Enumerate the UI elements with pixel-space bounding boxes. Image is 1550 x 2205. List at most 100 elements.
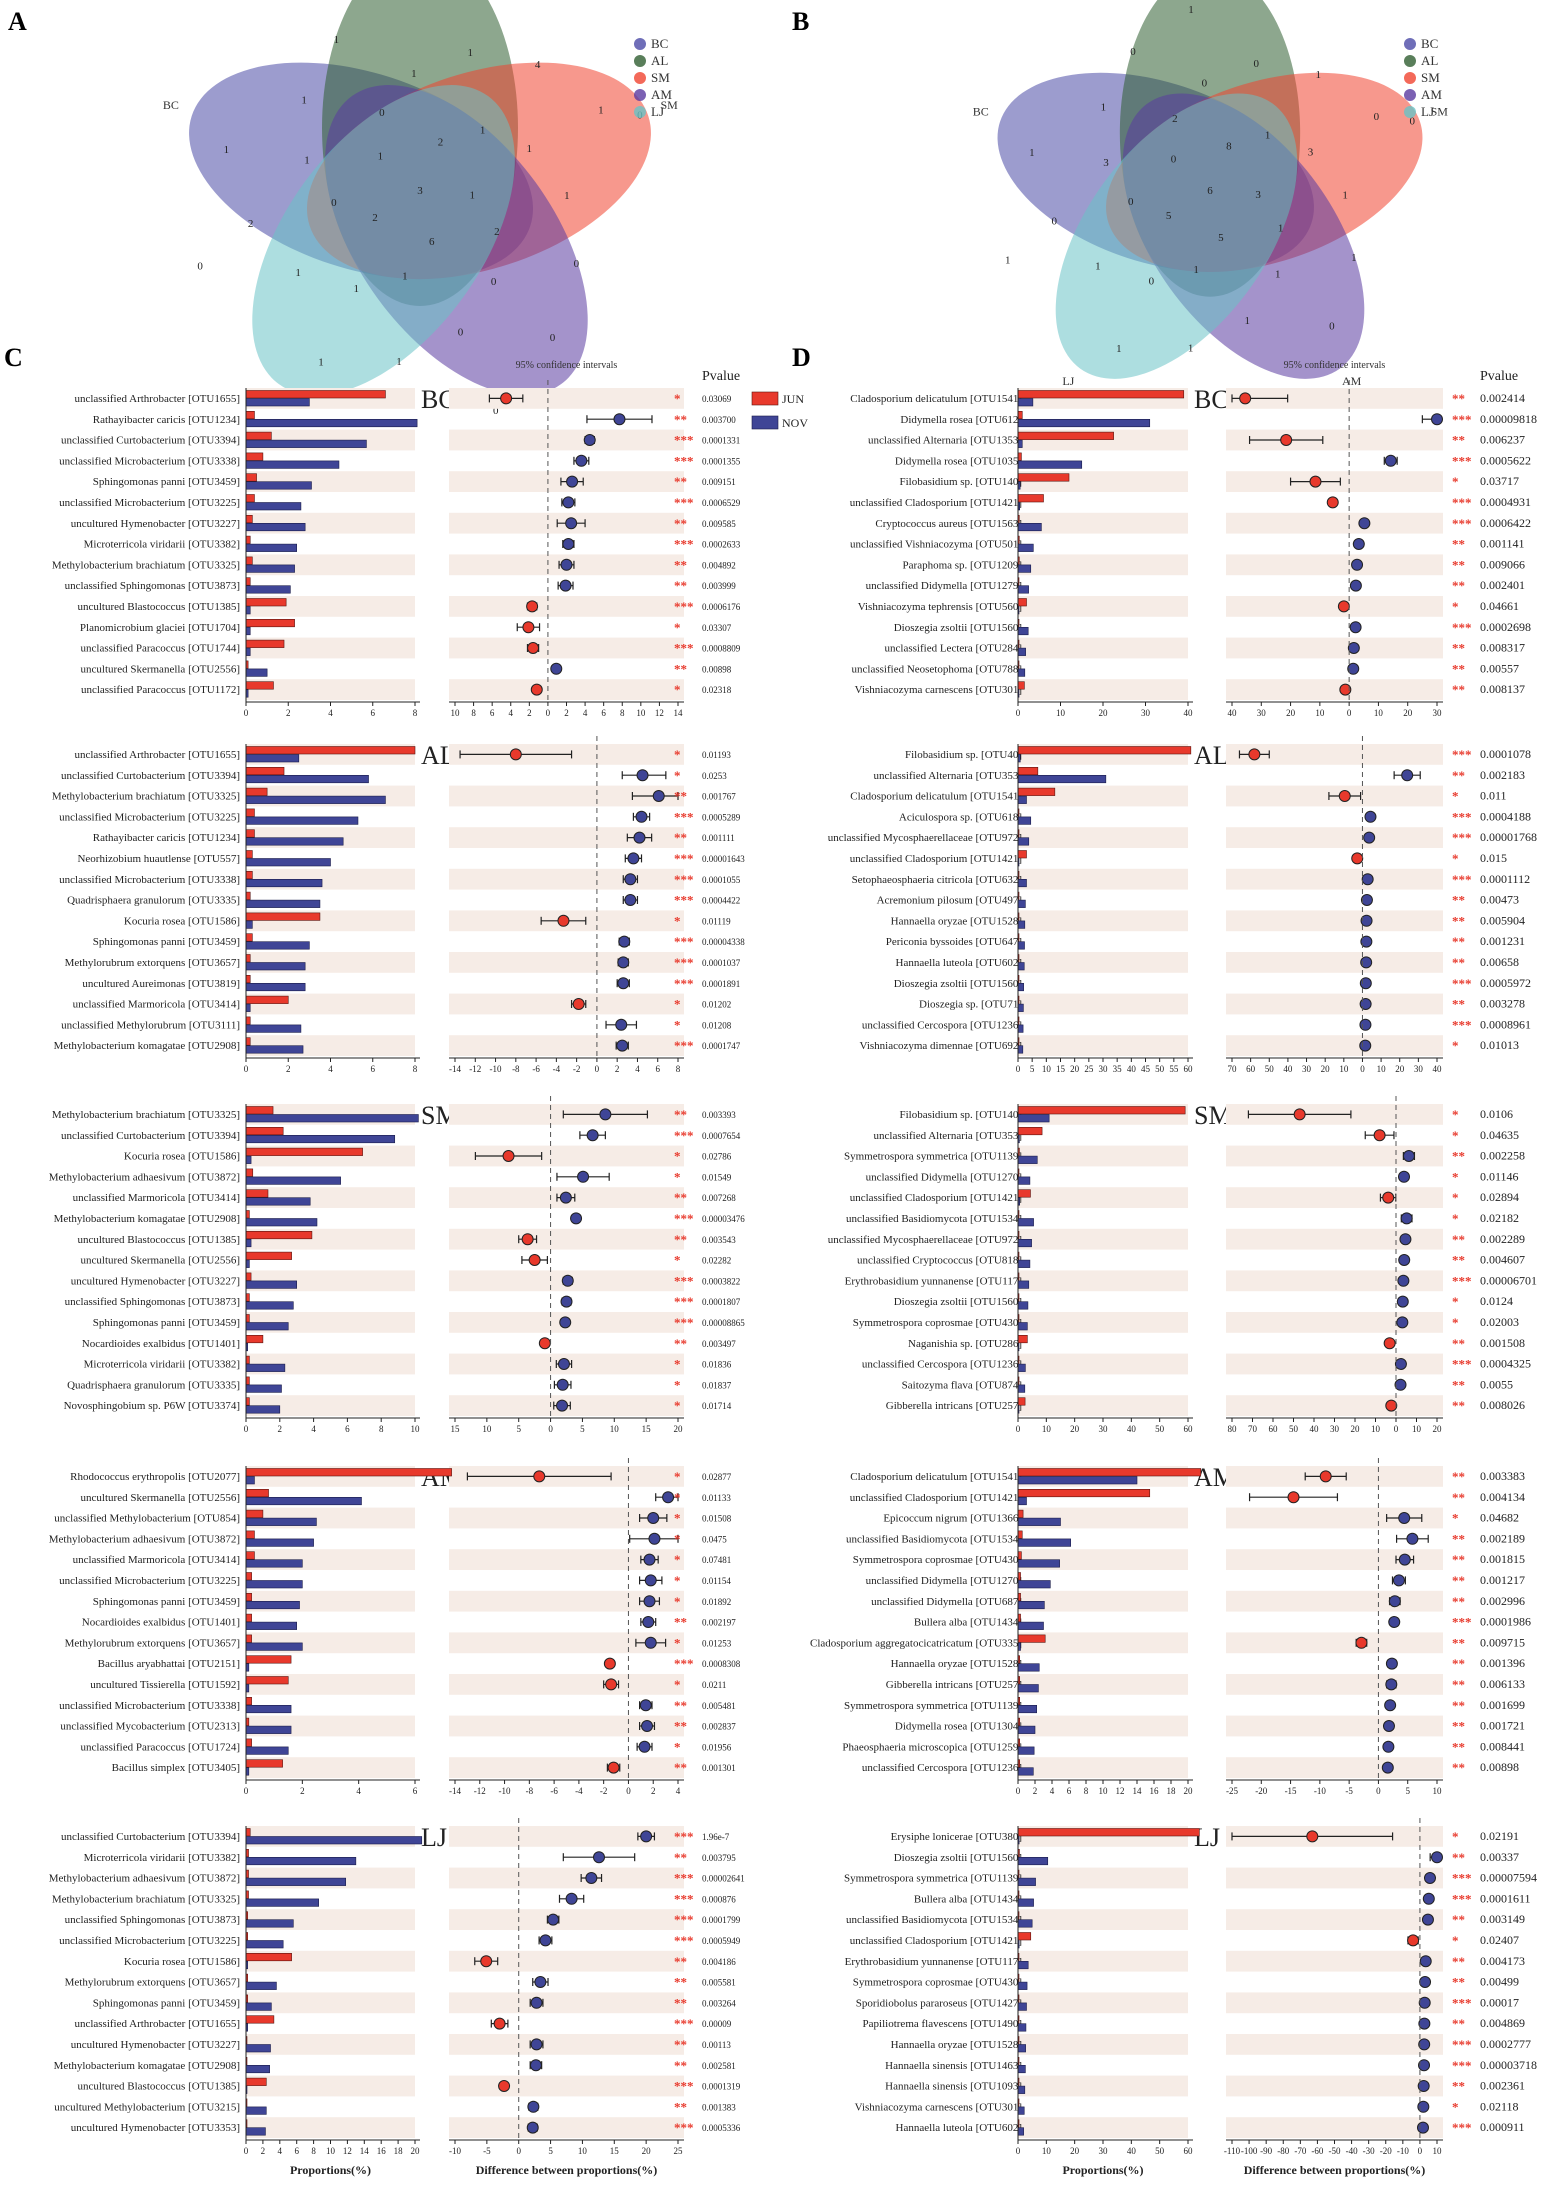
- significance-stars: **: [674, 1232, 687, 1247]
- diff-point: [521, 1233, 534, 1246]
- diff-tick-label: 2: [615, 1064, 620, 1074]
- significance-stars: *: [674, 1490, 681, 1505]
- diff-point: [1423, 1872, 1436, 1884]
- prop-tick-label: 0: [244, 1786, 249, 1796]
- significance-stars: ***: [1452, 2120, 1472, 2135]
- significance-stars: *: [674, 1169, 681, 1184]
- prop-tick-label: 60: [1184, 2146, 1194, 2156]
- venn-count: 2: [372, 212, 378, 224]
- taxon-label: uncultured Hymenobacter [OTU3227]: [71, 2039, 240, 2051]
- diff-tick-label: 10: [482, 1424, 492, 1434]
- venn-count: 1: [1315, 69, 1321, 81]
- bar-jun: [1017, 1530, 1023, 1539]
- p-value: 0.03069: [702, 394, 732, 404]
- diff-point: [559, 1191, 572, 1204]
- venn-count: 1: [1278, 223, 1284, 235]
- venn-count: 3: [1308, 146, 1314, 158]
- diff-point: [1383, 1337, 1396, 1350]
- p-value: 0.00006701: [1480, 1273, 1537, 1287]
- venn-count: 0: [1202, 78, 1208, 90]
- diff-point: [1431, 1851, 1443, 1864]
- taxon-label: Hannaella luteola [OTU602]: [896, 2122, 1022, 2134]
- taxon-label: Microterricola viridarii [OTU3382]: [84, 539, 240, 551]
- bar-jun: [245, 390, 386, 399]
- p-value: 0.01956: [702, 1742, 732, 1752]
- bar-nov: [245, 1621, 298, 1630]
- row-stripe: [449, 429, 684, 451]
- prop-tick-label: 2: [286, 1064, 291, 1074]
- venn-count: 1: [1275, 269, 1281, 281]
- bar-jun: [245, 1953, 292, 1962]
- row-stripe: [1226, 2034, 1443, 2055]
- p-value: 1.96e-7: [702, 1832, 730, 1842]
- venn-count: 0: [1171, 153, 1177, 165]
- taxon-label: Filobasidium sp. [OTU140]: [899, 1109, 1022, 1121]
- significance-stars: *: [674, 1677, 681, 1692]
- bar-nov: [245, 564, 295, 573]
- significance-stars: **: [1452, 641, 1465, 656]
- diff-tick-label: -10: [1397, 2146, 1409, 2156]
- diff-tick-label: -12: [474, 1786, 486, 1796]
- bar-jun: [245, 1397, 250, 1406]
- significance-stars: ***: [1452, 1995, 1472, 2010]
- taxon-label: uncultured Skermanella [OTU2556]: [81, 1492, 240, 1504]
- p-value: 0.0001331: [702, 436, 740, 446]
- bar-nov: [245, 816, 359, 825]
- bar-nov: [1017, 2023, 1027, 2032]
- prop-tick-label: 12: [1116, 1786, 1125, 1796]
- diff-tick-label: 0: [1347, 708, 1352, 718]
- bar-nov: [1017, 774, 1107, 784]
- diff-point: [1360, 935, 1373, 948]
- diff-tick-label: -40: [1346, 2146, 1358, 2156]
- p-value: 0.001721: [1480, 1719, 1525, 1733]
- row-stripe: [1018, 1228, 1188, 1250]
- p-value: 0.0003822: [702, 1276, 740, 1286]
- p-value: 0.01714: [702, 1401, 732, 1411]
- x-axis-title-difference: Difference between proportions(%): [1244, 2163, 1426, 2177]
- bar-nov: [1017, 2106, 1025, 2115]
- row-stripe: [1226, 1715, 1443, 1737]
- diff-point: [624, 873, 637, 886]
- row-stripe: [1018, 1549, 1188, 1570]
- p-value: 0.00004338: [702, 937, 745, 947]
- bar-jun: [1017, 1828, 1200, 1837]
- taxon-label: unclassified Neosetophoma [OTU788]: [852, 663, 1022, 675]
- bar-jun: [245, 681, 274, 690]
- prop-tick-label: 20: [1184, 1786, 1194, 1796]
- row-stripe: [1226, 596, 1443, 617]
- p-value: 0.002996: [1480, 1594, 1525, 1608]
- significance-stars: **: [1452, 1954, 1465, 1969]
- row-stripe: [1226, 910, 1443, 932]
- diff-tick-label: -12: [469, 1064, 481, 1074]
- venn-count: 1: [1188, 4, 1194, 16]
- taxon-label: Periconia byssoides [OTU647]: [886, 936, 1022, 948]
- significance-stars: **: [1452, 1149, 1465, 1164]
- bar-jun: [1017, 787, 1056, 796]
- p-value: 0.0253: [702, 771, 727, 781]
- p-value: 0.03717: [1480, 474, 1519, 488]
- taxon-label: Bullera alba [OTU1434]: [914, 1893, 1022, 1905]
- diff-tick-label: 10: [451, 708, 461, 718]
- taxon-label: Quadrisphaera granulorum [OTU3335]: [67, 1379, 240, 1391]
- diff-point: [1418, 2059, 1431, 2072]
- taxon-label: unclassified Cladosporium [OTU1421]: [850, 853, 1022, 865]
- significance-stars: ***: [1452, 516, 1472, 531]
- extended-error-bar-plots: 95% confidence intervals Pvalue BC unclassi…: [49, 360, 1537, 2177]
- diff-tick-label: 0: [595, 1064, 600, 1074]
- diff-point: [643, 1595, 656, 1608]
- bar-nov: [245, 1898, 319, 1907]
- diff-point: [603, 1657, 616, 1670]
- diff-tick-label: 0: [546, 708, 551, 718]
- row-stripe: [246, 2034, 415, 2055]
- diff-tick-label: -14: [449, 1786, 461, 1796]
- bar-nov: [1017, 668, 1026, 677]
- p-value: 0.00113: [702, 2040, 731, 2050]
- p-value: 0.0001747: [702, 1041, 741, 1051]
- significance-stars: ***: [1452, 872, 1472, 887]
- prop-tick-label: 60: [1184, 1424, 1194, 1434]
- p-value: 0.00002641: [702, 1874, 745, 1884]
- significance-stars: ***: [674, 934, 694, 949]
- row-stripe: [449, 1590, 684, 1612]
- taxon-label: Rhodococcus erythropolis [OTU2077]: [70, 1471, 240, 1483]
- bar-nov: [245, 1363, 286, 1372]
